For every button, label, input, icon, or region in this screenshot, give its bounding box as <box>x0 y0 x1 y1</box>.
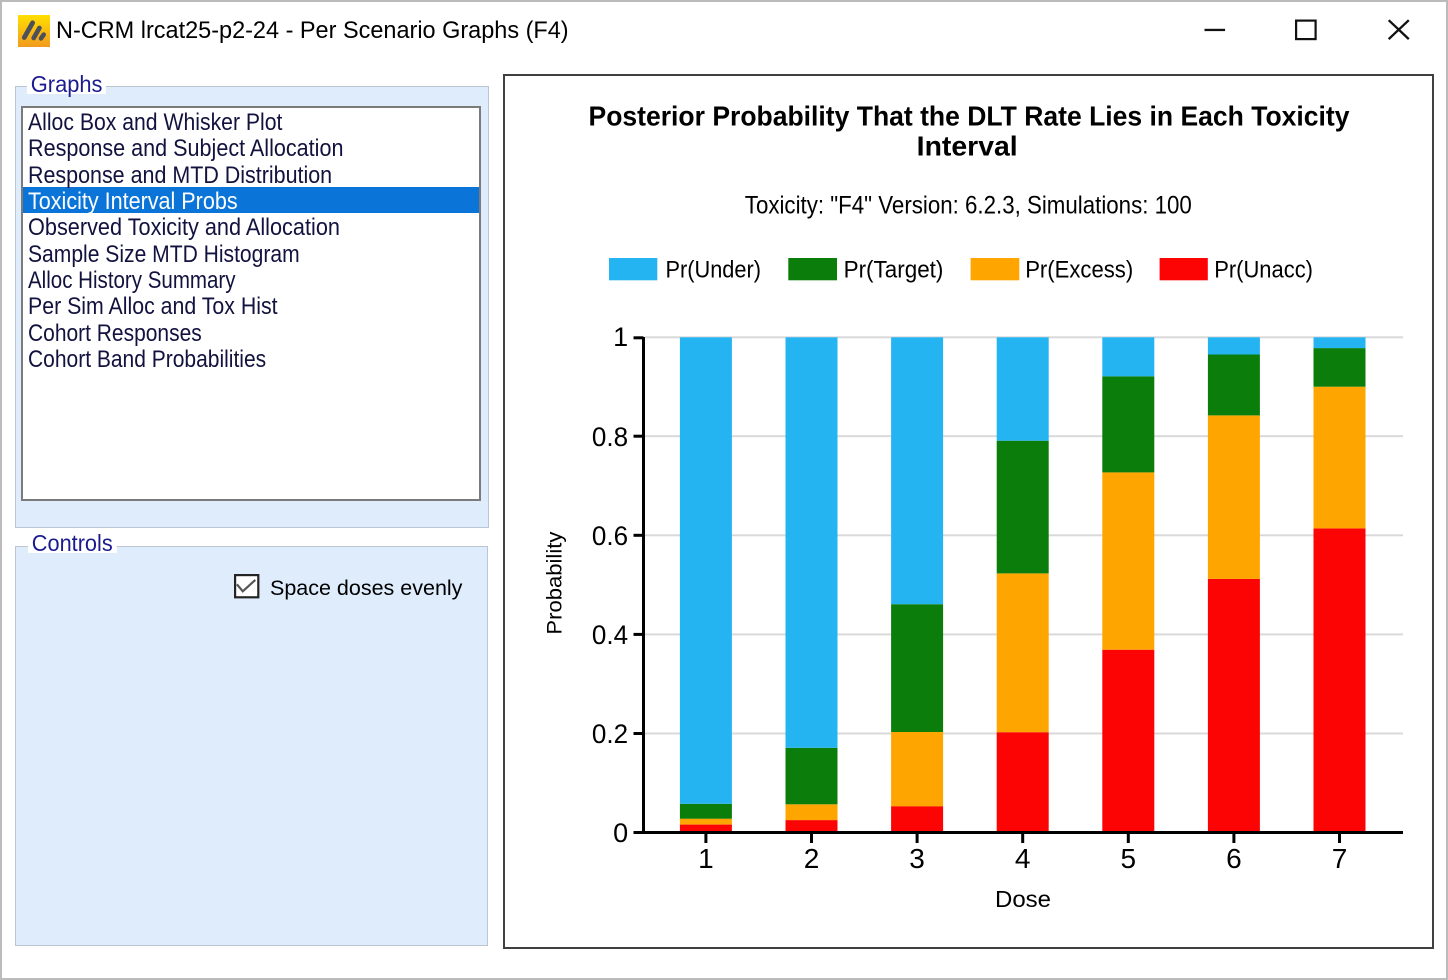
svg-text:Toxicity: "F4" Version: 6.2.3,: Toxicity: "F4" Version: 6.2.3, Simulatio… <box>745 192 1192 220</box>
svg-text:Pr(Excess): Pr(Excess) <box>1025 257 1133 284</box>
svg-text:Pr(Target): Pr(Target) <box>844 257 944 284</box>
svg-text:Probability: Probability <box>543 531 566 635</box>
svg-text:1: 1 <box>613 322 628 352</box>
svg-text:0.4: 0.4 <box>592 620 628 650</box>
svg-text:0.2: 0.2 <box>592 719 628 749</box>
svg-text:Interval: Interval <box>917 131 1018 162</box>
svg-text:0: 0 <box>613 818 628 848</box>
svg-text:Pr(Unacc): Pr(Unacc) <box>1214 257 1313 284</box>
svg-text:5: 5 <box>1121 843 1137 874</box>
svg-text:7: 7 <box>1332 843 1348 874</box>
svg-text:6: 6 <box>1226 843 1242 874</box>
svg-text:0.6: 0.6 <box>592 521 628 551</box>
svg-text:2: 2 <box>804 843 820 874</box>
svg-text:4: 4 <box>1015 843 1031 874</box>
svg-text:Pr(Under): Pr(Under) <box>666 257 762 284</box>
svg-text:1: 1 <box>698 843 714 874</box>
svg-text:Dose: Dose <box>995 886 1051 912</box>
svg-text:3: 3 <box>909 843 925 874</box>
svg-text:0.8: 0.8 <box>592 422 628 452</box>
svg-text:Posterior Probability That the: Posterior Probability That the DLT Rate … <box>589 101 1350 132</box>
